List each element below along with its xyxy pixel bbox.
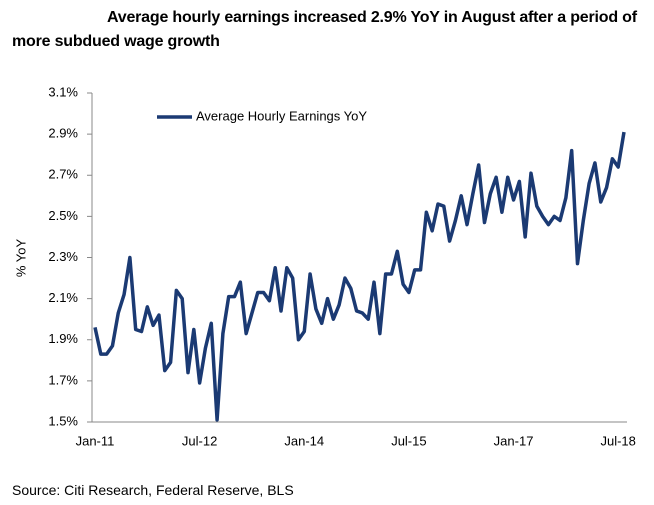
y-tick-label: 2.7% [48, 167, 78, 182]
x-tick-label: Jan-17 [494, 433, 534, 448]
y-tick-label: 2.3% [48, 249, 78, 264]
x-tick-label: Jul-15 [391, 433, 426, 448]
chart-title: Average hourly earnings increased 2.9% Y… [12, 9, 637, 50]
y-tick-label: 1.7% [48, 372, 78, 387]
y-tick-label: 3.1% [48, 84, 78, 99]
x-tick-label: Jul-18 [600, 433, 635, 448]
y-axis-label: % YoY [13, 239, 28, 278]
y-tick-label: 1.5% [48, 413, 78, 428]
source-note: Source: Citi Research, Federal Reserve, … [12, 482, 294, 498]
y-tick-label: 2.9% [48, 126, 78, 141]
legend-label: Average Hourly Earnings YoY [196, 108, 367, 123]
x-tick-label: Jan-11 [76, 433, 115, 448]
y-tick-label: 2.1% [48, 290, 78, 305]
data-line [93, 131, 626, 422]
x-tick-label: Jul-12 [182, 433, 217, 448]
y-tick-label: 1.9% [48, 331, 78, 346]
x-tick-label: Jan-14 [284, 433, 324, 448]
y-tick-label: 2.5% [48, 208, 78, 223]
